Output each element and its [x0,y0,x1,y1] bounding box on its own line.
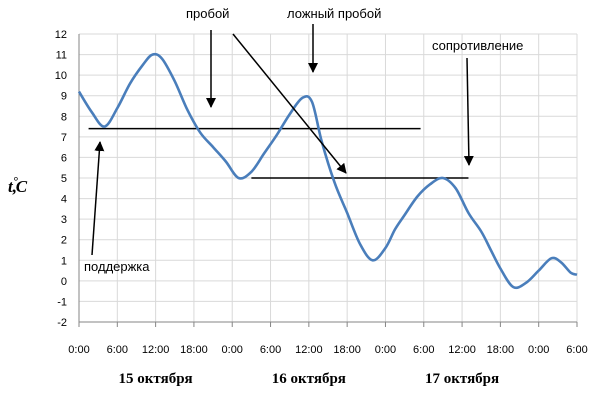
x-tick-label: 6:00 [107,344,128,356]
x-tick-label: 0:00 [222,344,243,356]
axes [78,34,578,327]
y-tick-label: 9 [61,91,67,103]
y-tick-label: -2 [57,317,67,329]
y-tick-label: 4 [61,194,67,206]
y-tick-label: 6 [61,152,67,164]
y-tick-label: 1 [61,255,67,267]
x-tick-label: 18:00 [487,344,515,356]
level-lines [88,127,469,179]
y-tick-label: 0 [61,276,67,288]
x-tick-label: 0:00 [375,344,396,356]
x-tick-label: 12:00 [295,344,323,356]
y-tick-label: 2 [61,235,67,247]
x-tick-label: 6:00 [566,344,587,356]
arrow-support [91,141,105,256]
y-tick-label: 12 [55,29,67,41]
day-label: 15 октября [119,371,193,387]
series-layer [77,52,578,290]
annotation-support: поддержка [84,259,150,274]
annotation-resistance: сопротивление [432,38,523,53]
y-tick-label: 5 [61,173,67,185]
day-label: 17 октября [425,371,499,387]
y-axis-label: t,°C [8,174,28,196]
annotations: t,°C пробой ложный пробой сопротивление … [8,6,523,274]
x-tick-labels: 0:00 6:00 12:00 18:00 0:00 6:00 12:00 18:00 0:00… [68,344,587,356]
arrow-resistance [463,57,474,166]
day-label: 16 октября [272,371,346,387]
x-tick-label: 18:00 [333,344,361,356]
annotation-false-breakout: ложный пробой [287,6,381,21]
arrow-proboy-diagonal [232,33,347,174]
day-labels: 15 октября 16 октября 17 октября [119,371,500,387]
x-tick-label: 12:00 [142,344,170,356]
y-tick-label: 11 [56,50,67,62]
x-tick-label: 12:00 [448,344,476,356]
x-tick-label: 6:00 [260,344,281,356]
x-tick-label: 18:00 [180,344,208,356]
y-tick-label: 7 [61,132,67,144]
x-tick-label: 0:00 [68,344,89,356]
y-tick-label: 3 [61,214,67,226]
annotation-proboy: пробой [186,6,229,21]
y-tick-label: 8 [61,111,67,123]
temperature-series-line [77,52,578,290]
y-tick-label: -1 [57,296,67,308]
x-tick-label: 0:00 [528,344,549,356]
x-tick-label: 6:00 [413,344,434,356]
y-tick-label: 10 [55,70,67,82]
